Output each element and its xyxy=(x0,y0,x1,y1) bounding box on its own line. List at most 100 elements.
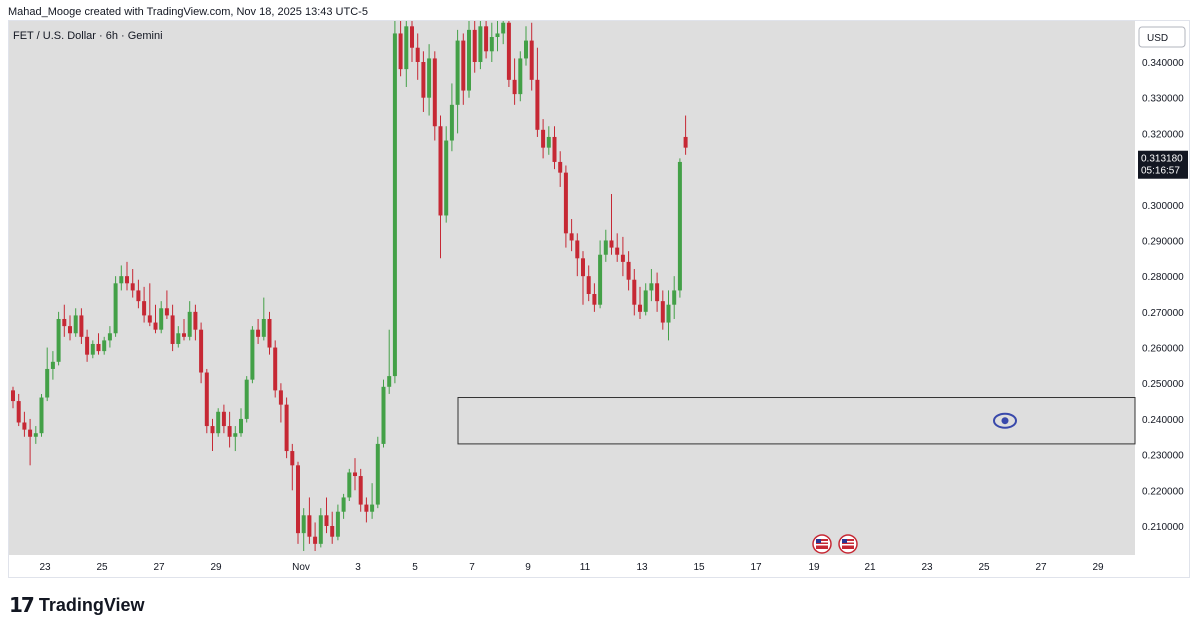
time-tick-label: 25 xyxy=(978,562,990,573)
candle xyxy=(546,126,551,155)
time-tick-label: 5 xyxy=(412,562,418,573)
candle xyxy=(79,308,84,344)
candle xyxy=(142,286,147,323)
last-price-countdown: 05:16:57 xyxy=(1141,166,1180,177)
event-flags[interactable] xyxy=(812,534,858,554)
candle xyxy=(353,458,357,491)
candle xyxy=(204,368,209,434)
candle xyxy=(461,33,466,105)
price-tick-label: 0.330000 xyxy=(1142,94,1184,105)
plot-area[interactable] xyxy=(9,21,1135,555)
time-tick-label: 7 xyxy=(469,562,475,573)
time-tick-label: 11 xyxy=(580,562,591,573)
candle xyxy=(358,468,363,512)
candle xyxy=(632,269,637,316)
price-tick-label: 0.220000 xyxy=(1142,486,1184,497)
price-tick-label: 0.260000 xyxy=(1142,344,1184,355)
support-zone-box[interactable] xyxy=(457,397,1136,445)
candle xyxy=(649,269,654,302)
candle xyxy=(638,286,642,319)
candle xyxy=(210,418,215,452)
candle xyxy=(518,51,523,102)
candle xyxy=(62,304,67,337)
candle xyxy=(341,493,346,519)
time-tick-label: 15 xyxy=(693,562,705,573)
us-flag-icon[interactable] xyxy=(812,534,832,554)
candlestick-chart-svg[interactable]: 0.3400000.3300000.3200000.3100000.300000… xyxy=(9,21,1189,577)
candle xyxy=(96,333,101,355)
price-tick-label: 0.290000 xyxy=(1142,236,1184,247)
price-tick-label: 0.230000 xyxy=(1142,451,1184,462)
candle xyxy=(313,522,318,551)
candle xyxy=(535,47,540,137)
tradingview-logo[interactable]: 𝟭𝟳 TradingView xyxy=(9,593,145,617)
price-chart[interactable]: 0.3400000.3300000.3200000.3100000.300000… xyxy=(8,20,1190,578)
price-tick-label: 0.250000 xyxy=(1142,379,1184,390)
candle xyxy=(524,26,528,66)
us-flag-icon[interactable] xyxy=(838,534,858,554)
candle xyxy=(392,21,397,384)
time-tick-label: 23 xyxy=(921,562,933,573)
time-tick-label: 25 xyxy=(96,562,108,573)
candle xyxy=(267,311,272,355)
price-tick-label: 0.240000 xyxy=(1142,415,1184,426)
candle xyxy=(39,393,44,437)
candle xyxy=(273,340,278,398)
candle xyxy=(233,426,238,452)
candle xyxy=(119,265,124,291)
candle xyxy=(164,290,169,319)
price-tick-label: 0.210000 xyxy=(1142,522,1184,533)
candles-group xyxy=(11,21,688,551)
candle xyxy=(33,426,38,444)
candle xyxy=(501,21,506,45)
candle xyxy=(256,318,261,344)
candle xyxy=(598,240,603,309)
candle xyxy=(11,386,15,409)
price-tick-label: 0.340000 xyxy=(1142,58,1184,69)
price-axis[interactable]: 0.3400000.3300000.3200000.3100000.300000… xyxy=(1142,58,1184,533)
candle xyxy=(335,504,340,541)
candle xyxy=(655,272,660,312)
eye-icon[interactable] xyxy=(993,412,1017,429)
last-price-label: 0.313180 05:16:57 xyxy=(1138,150,1188,179)
candle xyxy=(199,322,204,384)
candle xyxy=(552,126,557,170)
candle xyxy=(672,276,677,319)
candle xyxy=(455,29,460,134)
candle xyxy=(603,229,608,262)
time-tick-label: 27 xyxy=(153,562,165,573)
candle xyxy=(290,443,295,491)
price-tick-label: 0.270000 xyxy=(1142,308,1184,319)
candle xyxy=(472,21,477,73)
candle xyxy=(176,326,181,348)
candle xyxy=(427,44,432,116)
time-tick-label: 27 xyxy=(1035,562,1047,573)
candle xyxy=(68,315,72,341)
time-tick-label: 23 xyxy=(39,562,51,573)
candle xyxy=(467,21,471,98)
candle xyxy=(375,436,380,509)
candle xyxy=(449,83,454,152)
time-axis[interactable]: 23 25 27 29 Nov 3 5 7 9 11 13 15 17 19 21 23 25 27 29 xyxy=(39,562,1104,573)
candle xyxy=(22,411,27,437)
candle xyxy=(398,21,403,77)
candle xyxy=(506,21,511,87)
currency-button[interactable] xyxy=(1138,26,1186,48)
candle xyxy=(45,347,50,402)
candle xyxy=(575,233,580,277)
time-tick-label: 3 xyxy=(355,562,361,573)
candle xyxy=(216,408,221,437)
candle xyxy=(130,269,135,298)
candle xyxy=(113,276,118,337)
candle xyxy=(125,261,129,291)
currency-label[interactable]: USD xyxy=(1147,33,1168,44)
candle xyxy=(620,236,625,277)
candle xyxy=(28,418,33,466)
candle xyxy=(660,290,665,330)
candle xyxy=(489,22,494,62)
candle xyxy=(296,461,300,544)
time-tick-label: 29 xyxy=(210,562,222,573)
candle xyxy=(438,115,443,259)
candle xyxy=(495,21,500,52)
candle xyxy=(347,468,352,502)
